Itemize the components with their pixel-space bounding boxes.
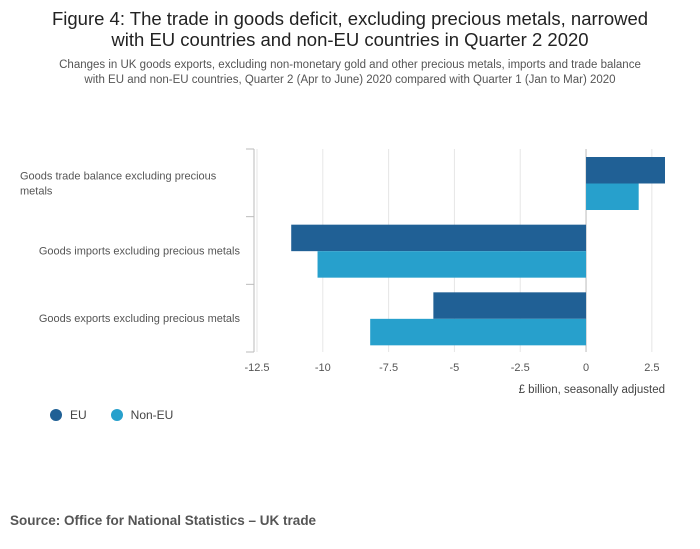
x-tick-label: -2.5	[511, 362, 530, 374]
x-tick-label: -5	[450, 362, 460, 374]
x-tick-label: -12.5	[244, 362, 269, 374]
legend-item-non-eu[interactable]: Non-EU	[110, 408, 174, 422]
bar-non-eu	[586, 183, 639, 210]
chart-title-line-1: Figure 4: The trade in goods deficit, ex…	[51, 8, 649, 29]
x-tick-label: 0	[583, 362, 589, 374]
legend-label-non-eu: Non-EU	[130, 408, 174, 422]
legend: EU Non-EU	[50, 408, 197, 422]
category-label: Goods imports excluding precious metals	[39, 246, 241, 258]
bar-eu	[586, 157, 665, 184]
x-tick-label: -7.5	[379, 362, 398, 374]
bar-non-eu	[317, 251, 587, 278]
legend-swatch-non-eu	[110, 409, 123, 421]
chart-title-line-2: with EU countries and non-EU countries i…	[111, 29, 589, 50]
chart-subtitle: Changes in UK goods exports, excluding n…	[0, 58, 700, 87]
legend-item-eu[interactable]: EU	[50, 408, 87, 422]
x-tick-label: -10	[315, 362, 331, 374]
category-label: Goods trade balance excluding precious me…	[20, 170, 217, 197]
chart-title: Figure 4: The trade in goods deficit, ex…	[0, 8, 700, 50]
legend-label-eu: EU	[70, 408, 87, 422]
x-tick-label: 2.5	[644, 362, 659, 374]
bar-non-eu	[370, 318, 587, 346]
bar-eu	[291, 224, 587, 252]
bar-eu	[433, 292, 587, 319]
source-note: Source: Office for National Statistics –…	[10, 513, 317, 528]
category-label: Goods exports excluding precious metals	[39, 313, 241, 325]
x-axis-title: £ billion, seasonally adjusted	[519, 384, 665, 396]
chart-subtitle-line-2: with EU and non-EU countries, Quarter 2 …	[84, 73, 616, 86]
legend-swatch-eu	[50, 409, 62, 421]
chart-subtitle-line-1: Changes in UK goods exports, excluding n…	[59, 59, 641, 71]
